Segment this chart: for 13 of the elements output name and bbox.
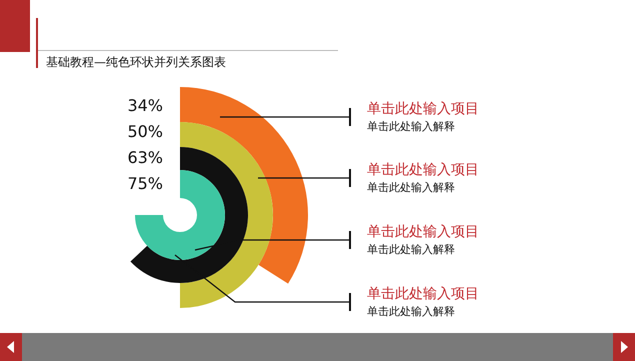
text: 单击此处输入解释 [367, 120, 455, 133]
text: 单击此处输入解释 [367, 305, 455, 318]
data-label: 50% [127, 122, 163, 141]
text: 单击此处输入项目 [367, 224, 479, 240]
data-label: 63% [127, 148, 163, 167]
text: 单击此处输入项目 [367, 101, 479, 117]
data-label: 34% [127, 96, 163, 115]
text: 单击此处输入项目 [367, 286, 479, 302]
data-label: 75% [127, 174, 163, 193]
text: 单击此处输入解释 [367, 243, 455, 256]
text: 单击此处输入项目 [367, 162, 479, 178]
text: 单击此处输入解释 [367, 181, 455, 194]
text: 基础教程—纯色环状并列关系图表 [46, 55, 226, 69]
